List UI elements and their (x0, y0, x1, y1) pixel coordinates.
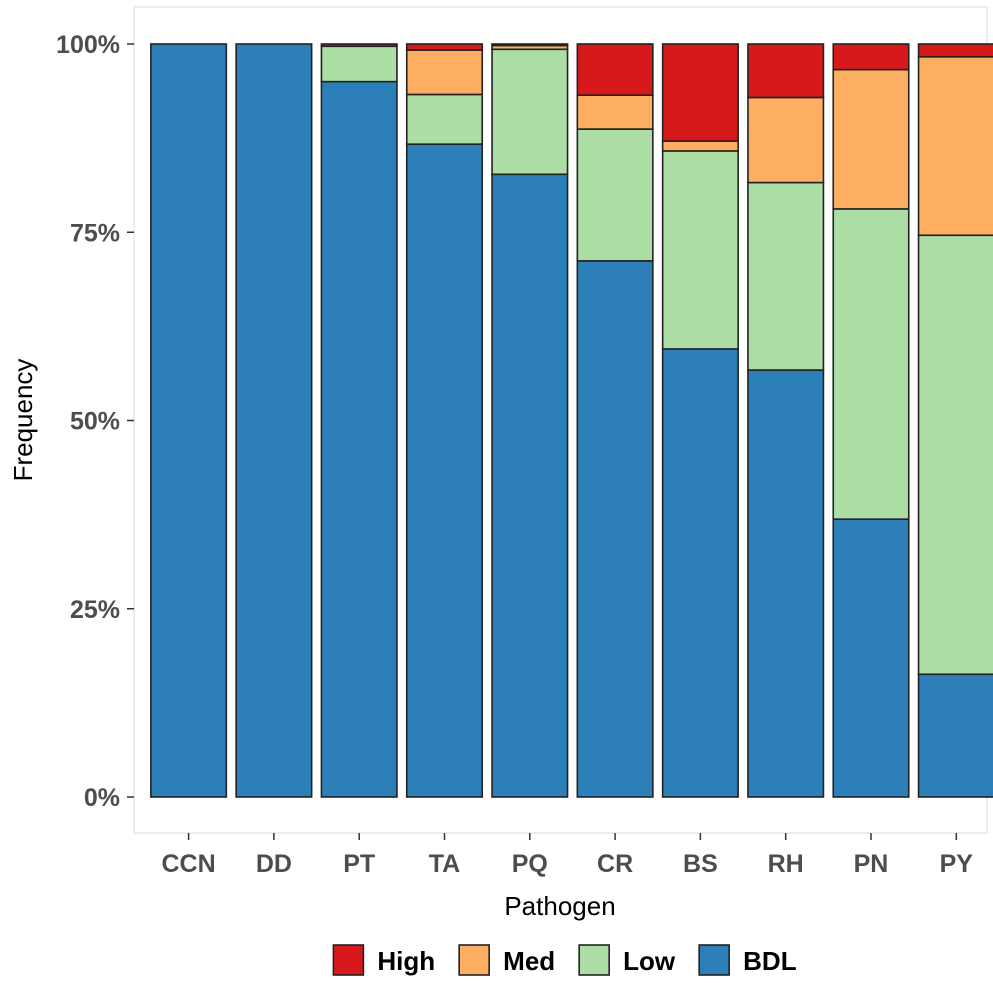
x-axis: CCN DD PT TA PQ CR BS RH PN PY (162, 833, 974, 878)
legend-label-low: Low (623, 946, 676, 976)
bar-ta-bdl (405, 143, 484, 798)
bar-py-low (917, 234, 993, 676)
bar-ta-low (405, 93, 484, 145)
bar-bs-bdl (661, 348, 739, 798)
bar-py-med (917, 55, 993, 237)
legend: High Med Low BDL (332, 944, 797, 976)
legend-label-bdl: BDL (743, 946, 797, 976)
bar-pn-med (832, 68, 910, 210)
x-tick-label: BS (683, 850, 718, 878)
bar-pn-low (832, 208, 910, 520)
bar-bs-low (661, 150, 739, 350)
bar-bs-med (661, 140, 739, 152)
bar-rh-low (747, 181, 825, 371)
legend-key-low (578, 944, 610, 976)
bar-pq-low (491, 48, 569, 176)
x-tick-label: PY (940, 850, 974, 878)
bar-pq-high (491, 43, 569, 47)
x-tick-label: TA (429, 850, 460, 878)
bar-ccn-bdl (150, 43, 228, 798)
y-axis-title: Frequency (8, 359, 38, 482)
y-tick-label: 0% (84, 784, 120, 812)
x-tick-label: PN (854, 850, 889, 878)
legend-label-med: Med (503, 946, 555, 976)
x-tick-label: DD (256, 850, 292, 878)
y-tick-label: 50% (70, 408, 120, 436)
legend-key-high (332, 944, 365, 976)
bar-cr-low (576, 128, 654, 262)
bar-dd-bdl (235, 43, 313, 798)
y-axis: 0% 25% 50% 75% 100% (56, 31, 134, 812)
bar-pt-bdl (320, 80, 398, 798)
bar-py-high (917, 43, 993, 58)
bar-py-bdl (917, 673, 993, 798)
legend-key-med (458, 944, 490, 976)
bar-pt-low (320, 45, 398, 83)
bar-ta-med (405, 49, 484, 96)
bar-pt-high (320, 43, 398, 48)
x-axis-title: Pathogen (504, 891, 615, 921)
x-tick-label: RH (768, 850, 804, 878)
legend-label-high: High (377, 946, 435, 976)
bar-pn-bdl (832, 518, 910, 798)
bar-ta-high (405, 43, 484, 51)
y-tick-label: 100% (56, 31, 120, 59)
x-tick-label: PT (343, 850, 375, 878)
bar-cr-bdl (576, 260, 654, 798)
bar-rh-high (747, 43, 825, 99)
bar-rh-med (747, 96, 825, 184)
bar-bs-high (661, 43, 739, 142)
legend-key-bdl (698, 944, 730, 976)
x-tick-label: PQ (512, 850, 548, 878)
x-tick-label: CR (597, 850, 633, 878)
y-tick-label: 75% (70, 219, 120, 247)
x-tick-label: CCN (162, 850, 216, 878)
bar-cr-high (576, 43, 654, 97)
bar-pq-bdl (491, 173, 569, 798)
bar-rh-bdl (747, 369, 825, 798)
bars-layer (150, 43, 993, 798)
y-tick-label: 25% (70, 596, 120, 624)
bar-cr-med (576, 94, 654, 130)
bar-pn-high (832, 43, 910, 71)
